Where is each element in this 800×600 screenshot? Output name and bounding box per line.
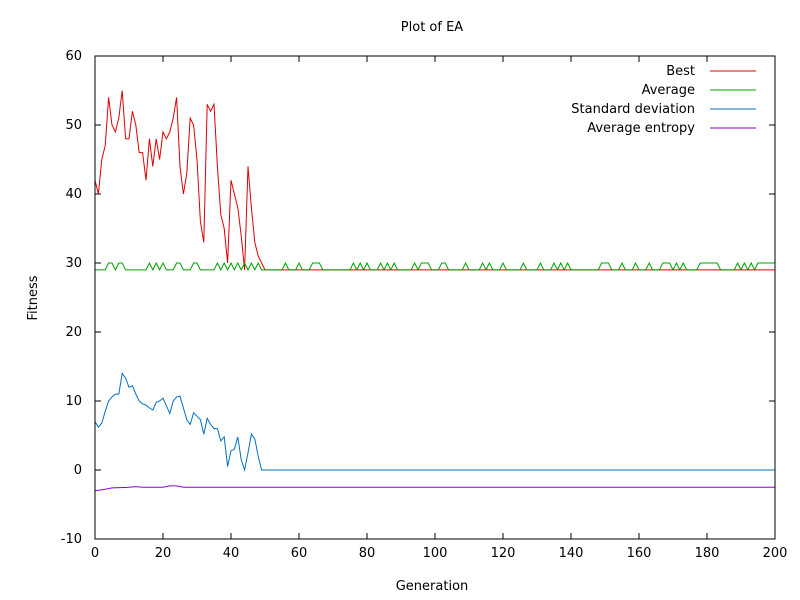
y-tick-label: 50 (65, 118, 82, 133)
y-tick-label: 30 (65, 256, 82, 271)
x-tick-label: 40 (223, 546, 240, 561)
x-tick-label: 0 (91, 546, 99, 561)
y-tick-label: 60 (65, 49, 82, 64)
y-tick-label: 10 (65, 394, 82, 409)
x-tick-label: 180 (695, 546, 720, 561)
series-line-average (95, 261, 775, 272)
x-axis-label: Generation (396, 579, 469, 594)
x-tick-label: 120 (491, 546, 516, 561)
plot-lines (94, 90, 775, 492)
x-tick-label: 140 (559, 546, 584, 561)
legend-label-standard-deviation: Standard deviation (571, 102, 695, 117)
x-tick-label: 100 (423, 546, 448, 561)
legend-label-average-entropy: Average entropy (587, 121, 695, 136)
x-tick-label: 60 (291, 546, 308, 561)
plot-frame (94, 55, 776, 540)
series-line-best (94, 90, 775, 271)
x-tick-label: 200 (763, 546, 788, 561)
y-tick-label: -10 (61, 532, 82, 547)
x-tick-label: 160 (627, 546, 652, 561)
legend-label-average: Average (642, 83, 695, 98)
series-line-standard-deviation (94, 372, 775, 472)
chart-title: Plot of EA (401, 20, 464, 35)
axis-ticks: 0 20 40 60 80 100 120 140 160 180 200 -10 0 10 20 30 40 5… (61, 49, 788, 561)
x-tick-label: 20 (155, 546, 172, 561)
y-tick-label: 40 (65, 187, 82, 202)
y-tick-label: 0 (74, 463, 82, 478)
x-tick-label: 80 (359, 546, 376, 561)
legend-label-best: Best (666, 64, 695, 79)
series-line-average-entropy (94, 485, 775, 492)
y-axis-label: Fitness (26, 275, 41, 320)
legend: Best Average Standard deviation Average ent… (571, 64, 756, 136)
y-tick-label: 20 (65, 325, 82, 340)
